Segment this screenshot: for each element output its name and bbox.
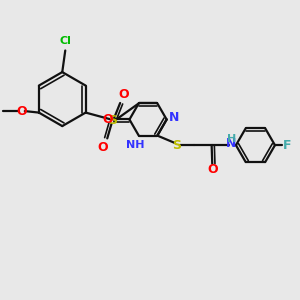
Text: O: O	[207, 163, 217, 176]
Text: O: O	[16, 105, 27, 118]
Text: F: F	[283, 139, 292, 152]
Text: S: S	[172, 139, 181, 152]
Text: O: O	[119, 88, 129, 101]
Text: O: O	[102, 113, 112, 126]
Text: N: N	[226, 137, 237, 150]
Text: N: N	[169, 112, 179, 124]
Text: S: S	[108, 115, 117, 128]
Text: O: O	[97, 141, 108, 154]
Text: NH: NH	[127, 140, 145, 150]
Text: Cl: Cl	[59, 37, 71, 46]
Text: H: H	[227, 134, 236, 144]
